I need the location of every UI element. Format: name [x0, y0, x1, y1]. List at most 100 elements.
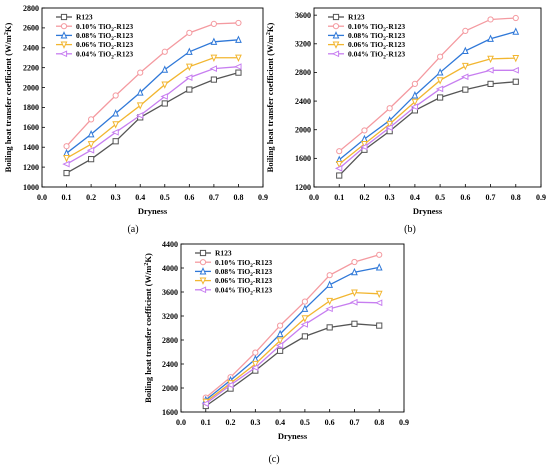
data-point: [351, 258, 358, 266]
series-group: [62, 63, 242, 168]
x-tick-label: 0.4: [410, 193, 420, 202]
data-point: [326, 272, 333, 279]
panel-caption: (b): [404, 224, 416, 235]
legend-marker: [332, 31, 340, 39]
legend-label: 0.06% TiO2-R123: [215, 276, 272, 287]
series-line: [205, 291, 380, 403]
data-point: [87, 129, 95, 138]
series-line: [66, 57, 239, 159]
legend-label: R123: [215, 249, 232, 258]
legend-marker: [199, 267, 207, 275]
legend-label: 0.06% TiO2-R123: [348, 40, 405, 51]
x-tick-label: 0.2: [226, 418, 236, 427]
x-tick-label: 0.0: [176, 418, 186, 427]
x-tick-label: 0.6: [325, 418, 335, 427]
data-point: [336, 172, 343, 179]
data-point: [135, 112, 144, 119]
data-point: [112, 109, 120, 117]
legend-marker: [199, 259, 207, 266]
x-tick-label: 0.4: [275, 418, 285, 427]
data-point: [411, 91, 419, 99]
x-tick-label: 0.7: [486, 193, 496, 202]
data-point: [63, 155, 70, 163]
data-point: [276, 329, 284, 338]
legend-label: R123: [348, 13, 365, 22]
data-point: [62, 160, 70, 168]
legend-label: 0.08% TiO2-R123: [76, 31, 133, 42]
data-point: [235, 69, 242, 76]
data-point: [462, 86, 469, 93]
plot-frame: [180, 243, 405, 413]
legend-marker: [332, 41, 340, 49]
x-tick-label: 0.3: [250, 418, 260, 427]
x-tick-label: 0.1: [334, 193, 344, 202]
data-point: [276, 337, 284, 345]
data-point: [361, 127, 368, 134]
data-point: [186, 29, 193, 36]
x-tick-label: 0.5: [435, 193, 445, 202]
plot-frame: [41, 7, 264, 188]
data-point: [376, 322, 383, 329]
series-group: [63, 69, 242, 177]
series-line: [66, 72, 239, 174]
x-tick-label: 0.8: [511, 193, 521, 202]
x-tick-label: 0.9: [536, 193, 546, 202]
data-point: [111, 128, 119, 136]
data-point: [386, 120, 394, 129]
chart-panel: 0.0 0.1 0.2 0.3 0.4 0.5 0.6 0.7 0.8 0.9 1600 2000 24…: [143, 240, 409, 465]
data-point: [361, 134, 368, 143]
x-tick-label: 0.2: [359, 193, 369, 202]
data-point: [461, 46, 469, 55]
data-point: [161, 48, 168, 55]
series-group: [63, 35, 242, 157]
y-tick-label: 1200: [23, 163, 39, 172]
data-point: [487, 80, 494, 87]
data-point: [210, 20, 217, 28]
data-point: [88, 116, 95, 123]
legend-label: 0.08% TiO2-R123: [348, 31, 405, 42]
series-group: [63, 19, 242, 150]
legend-marker: [60, 23, 68, 30]
data-point: [112, 138, 119, 145]
x-tick-label: 0.1: [62, 193, 72, 202]
x-tick-label: 0.6: [184, 193, 194, 202]
x-axis-title: Dryness: [278, 431, 308, 441]
data-point: [136, 102, 144, 110]
data-point: [435, 85, 444, 93]
series-group: [63, 54, 242, 163]
series-line: [66, 39, 239, 154]
y-tick-label: 3200: [162, 312, 178, 321]
legend-marker: [199, 249, 207, 257]
y-tick-label: 2200: [23, 63, 39, 72]
y-tick-label: 3200: [295, 40, 311, 49]
data-point: [185, 47, 193, 55]
data-point: [63, 148, 70, 157]
series-line: [205, 323, 380, 407]
x-tick-label: 0.8: [374, 418, 384, 427]
y-tick-label: 2400: [295, 97, 311, 106]
x-tick-label: 0.9: [399, 418, 409, 427]
legend-label: 0.04% TiO2-R123: [215, 285, 272, 296]
series-line: [338, 17, 516, 152]
data-point: [351, 267, 358, 276]
data-point: [226, 381, 234, 389]
data-point: [210, 37, 218, 45]
chart-panel: 0.0 0.1 0.2 0.3 0.4 0.5 0.6 0.7 0.8 0.9 1200 1600 20…: [265, 7, 546, 235]
legend-marker: [332, 13, 340, 21]
data-point: [234, 63, 242, 71]
x-axis-title: Dryness: [413, 206, 443, 216]
data-point: [385, 124, 393, 131]
legend-label: 0.04% TiO2-R123: [348, 49, 405, 60]
data-point: [376, 251, 383, 258]
series-line: [338, 81, 516, 176]
data-point: [375, 263, 383, 271]
data-point: [301, 315, 309, 323]
x-tick-label: 0.1: [201, 418, 211, 427]
data-point: [326, 297, 334, 306]
y-tick-label: 2000: [295, 126, 311, 135]
data-point: [512, 55, 520, 63]
panel-caption: (a): [127, 224, 138, 235]
x-tick-label: 0.0: [37, 193, 47, 202]
